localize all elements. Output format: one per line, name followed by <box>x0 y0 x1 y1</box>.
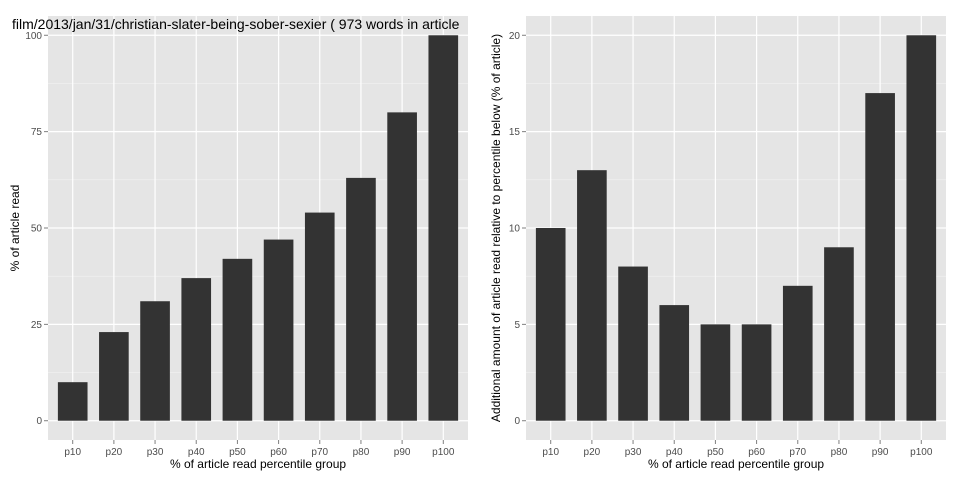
x-tick-label: p50 <box>229 447 246 458</box>
bar-p40 <box>659 305 690 421</box>
x-tick-label: p20 <box>106 447 123 458</box>
x-tick-label: p80 <box>353 447 370 458</box>
y-tick-label: 0 <box>514 416 520 427</box>
bar-p30 <box>618 266 648 421</box>
y-tick-label: 10 <box>509 224 521 235</box>
left-x-axis-title: % of article read percentile group <box>170 457 346 471</box>
x-tick-label: p60 <box>270 447 287 458</box>
x-tick-label: p100 <box>432 447 455 458</box>
x-tick-label: p90 <box>394 447 411 458</box>
y-tick-label: 100 <box>25 31 42 42</box>
bar-p60 <box>263 239 294 421</box>
y-tick-label: 15 <box>509 127 521 138</box>
bar-p40 <box>181 278 212 421</box>
x-tick-label: p90 <box>872 447 889 458</box>
right-x-tick-labels: p10 p20 p30 p40 p50 p60 p70 p80 p90 p100 <box>542 440 933 458</box>
x-tick-label: p60 <box>748 447 765 458</box>
bar-p60 <box>741 324 772 421</box>
bar-p50 <box>700 324 731 421</box>
bar-p20 <box>99 332 129 421</box>
bar-p70 <box>782 285 813 421</box>
right-bars <box>535 35 937 421</box>
y-tick-label: 75 <box>31 127 43 138</box>
bar-p70 <box>304 212 335 421</box>
right-y-axis-title: Additional amount of article read relati… <box>489 34 503 422</box>
left-y-axis-title: % of article read <box>8 185 22 272</box>
bar-p90 <box>387 112 417 421</box>
bar-p10 <box>535 228 566 421</box>
y-tick-label: 50 <box>31 224 43 235</box>
y-tick-label: 5 <box>514 320 520 331</box>
bar-p20 <box>577 170 607 421</box>
x-tick-label: p100 <box>910 447 933 458</box>
x-tick-label: p50 <box>707 447 724 458</box>
x-tick-label: p20 <box>584 447 601 458</box>
x-tick-label: p70 <box>311 447 328 458</box>
bar-p90 <box>865 93 895 421</box>
x-tick-label: p10 <box>64 447 81 458</box>
bar-p10 <box>57 382 88 421</box>
bar-p80 <box>824 247 854 421</box>
left-chart-title: film/2013/jan/31/christian-slater-being-… <box>12 16 460 32</box>
bar-p80 <box>346 177 376 421</box>
x-tick-label: p30 <box>625 447 642 458</box>
right-chart: 0 5 10 15 20 p10 p20 p30 p40 p50 p60 p70 p80 p90 p100… <box>489 16 946 471</box>
y-tick-label: 20 <box>509 31 521 42</box>
bar-p100 <box>428 35 459 421</box>
bar-p30 <box>140 301 170 421</box>
bar-p50 <box>222 258 253 421</box>
bar-p100 <box>906 35 937 421</box>
right-x-axis-title: % of article read percentile group <box>648 457 824 471</box>
right-y-tick-labels: 0 5 10 15 20 <box>509 31 526 427</box>
left-x-tick-labels: p10 p20 p30 p40 p50 p60 p70 p80 p90 p100 <box>64 440 455 458</box>
left-bars <box>57 35 459 421</box>
x-tick-label: p10 <box>542 447 559 458</box>
y-tick-label: 25 <box>31 320 43 331</box>
x-tick-label: p40 <box>666 447 683 458</box>
y-tick-label: 0 <box>36 416 42 427</box>
left-y-tick-labels: 0 25 50 75 100 <box>25 31 48 427</box>
x-tick-label: p70 <box>789 447 806 458</box>
x-tick-label: p30 <box>147 447 164 458</box>
x-tick-label: p80 <box>831 447 848 458</box>
x-tick-label: p40 <box>188 447 205 458</box>
